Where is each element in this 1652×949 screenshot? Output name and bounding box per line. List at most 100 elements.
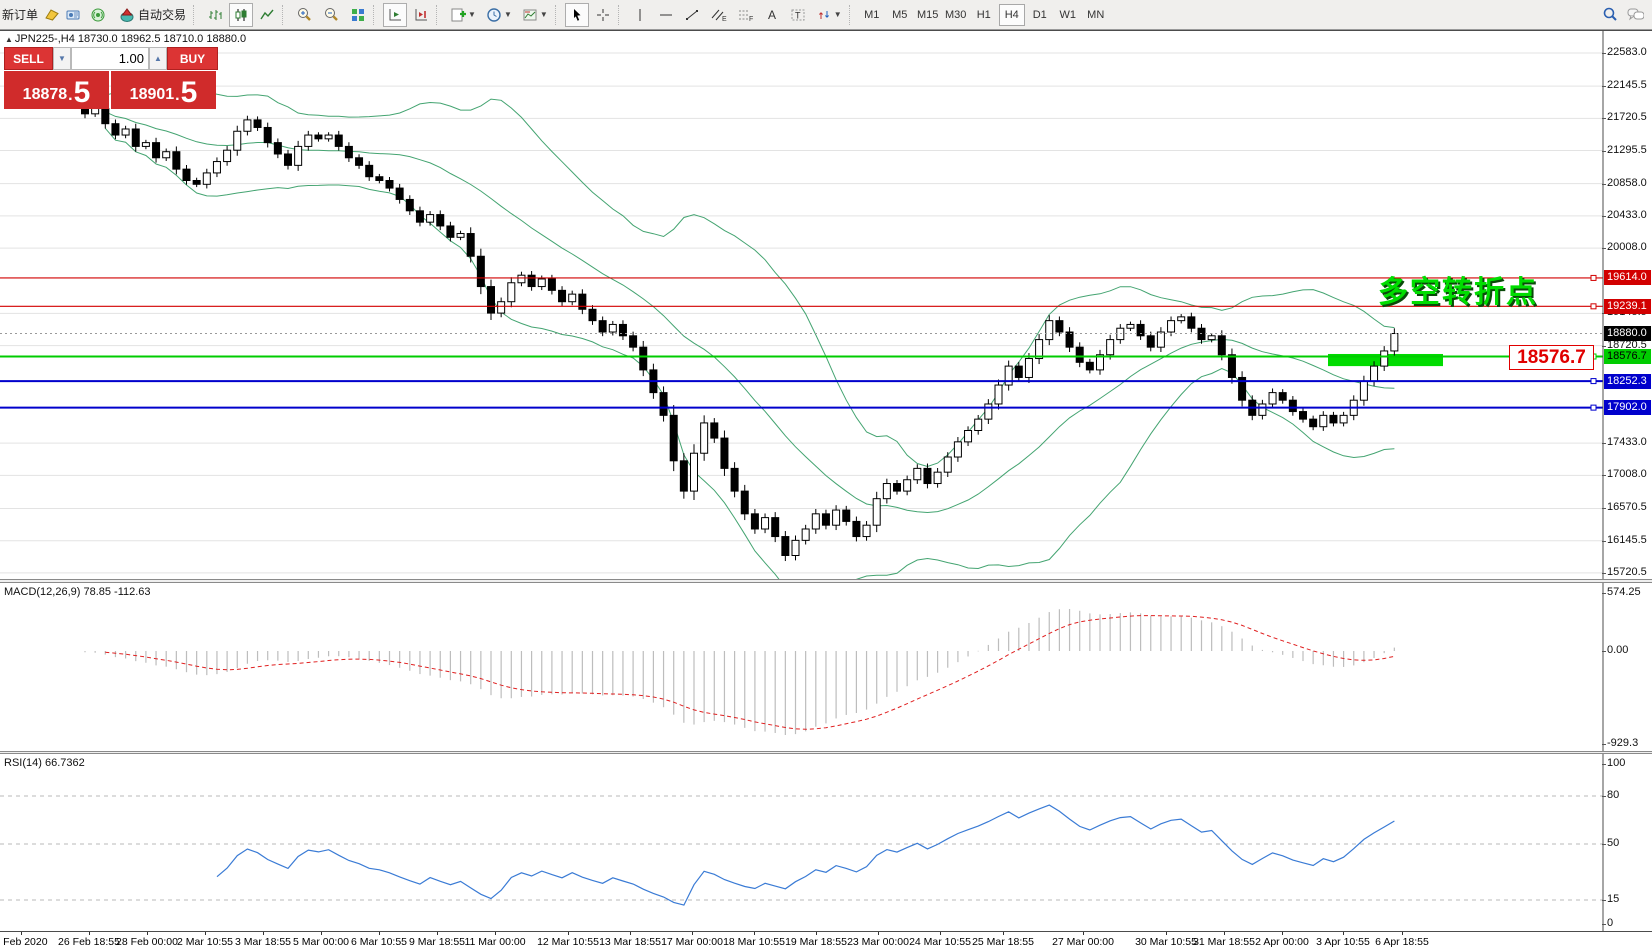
bear-candle [1146, 335, 1155, 348]
macd-histogram-bar [825, 651, 827, 724]
line-handle[interactable] [1590, 303, 1597, 310]
tile-windows-button[interactable] [346, 3, 370, 27]
pane-splitter[interactable] [0, 579, 1652, 583]
macd-histogram-bar [693, 651, 695, 725]
bull-candle [1106, 339, 1115, 356]
macd-histogram-bar [1241, 638, 1243, 651]
sell-price-display[interactable]: 18878. 5 [4, 71, 109, 109]
macd-histogram-bar [602, 651, 604, 696]
candlestick-chart-button[interactable] [229, 2, 254, 27]
bear-candle [1187, 316, 1196, 329]
text-label-button[interactable]: T [786, 3, 810, 27]
indicators-button[interactable]: ▼ [446, 3, 480, 27]
crosshair-button[interactable] [591, 3, 615, 27]
macd-histogram-bar [510, 651, 512, 699]
macd-histogram-bar [1018, 627, 1020, 651]
new-order-button[interactable]: 新订单 [0, 3, 42, 27]
time-axis-label: 11 Mar 00:00 [464, 936, 526, 948]
line-handle[interactable] [1590, 274, 1597, 281]
text-button[interactable]: A [760, 3, 784, 27]
macd-histogram-bar [1312, 651, 1314, 665]
price-axis-level-label-19239.1: 19239.1 [1604, 298, 1651, 314]
toolbar-separator [193, 4, 200, 25]
bear-candle [750, 513, 759, 530]
auto-scroll-button[interactable] [383, 2, 408, 27]
time-axis-label: 9 Mar 18:55 [408, 936, 466, 948]
bull-candle [121, 128, 130, 136]
timeframe-button-w1[interactable]: W1 [1059, 8, 1076, 21]
macd-axis-tick: 574.25 [1602, 586, 1641, 599]
macd-histogram-bar [500, 651, 502, 699]
macd-histogram-bar [1079, 610, 1081, 651]
volume-input[interactable] [71, 47, 149, 70]
chart-shift-icon [415, 8, 428, 20]
rsi-pane[interactable]: RSI(14) 66.7362 100 80 50 15 0 [0, 754, 1652, 931]
buy-price-display[interactable]: 18901. 5 [111, 71, 216, 109]
line-handle[interactable] [1590, 404, 1597, 411]
bull-candle [294, 145, 303, 166]
price-axis-level-label-19614.0: 19614.0 [1604, 270, 1651, 286]
vertical-line-button[interactable] [628, 3, 652, 27]
timeframe-button-h4[interactable]: H4 [998, 3, 1025, 26]
text-icon: A [768, 8, 776, 22]
bar-chart-button[interactable] [203, 3, 227, 27]
bear-candle [720, 437, 729, 469]
macd-axis-tick: 0.00 [1601, 644, 1629, 656]
bear-candle [639, 346, 648, 371]
cursor-button[interactable] [564, 2, 589, 27]
arrows-button[interactable]: ▼ [812, 3, 846, 27]
buy-button[interactable]: BUY [167, 47, 218, 70]
timeframe-button-m30[interactable]: M30 [945, 8, 967, 21]
notifications-icon[interactable] [89, 6, 106, 23]
pane-splitter[interactable] [0, 751, 1652, 754]
bull-bear-turning-point-annotation[interactable]: 多空转折点 [1378, 276, 1538, 309]
search-icon[interactable] [1602, 6, 1619, 23]
bear-candle [273, 142, 282, 155]
bull-candle [953, 441, 962, 458]
timeframe-button-d1[interactable]: D1 [1032, 8, 1047, 21]
bull-candle [1390, 333, 1399, 352]
macd-pane[interactable]: MACD(12,26,9) 78.85 -112.63 574.25 0.00 -9… [0, 583, 1652, 751]
periods-button[interactable]: ▼ [482, 3, 516, 27]
equidistant-channel-button[interactable]: E [706, 3, 731, 27]
macd-histogram-bar [1200, 620, 1203, 651]
macd-histogram-bar [206, 651, 208, 676]
timeframe-button-h1[interactable]: H1 [976, 8, 991, 21]
chat-icon[interactable] [1627, 6, 1644, 23]
bull-candle [426, 214, 435, 223]
dropdown-arrow-icon: ▼ [539, 10, 548, 19]
trendline-button[interactable] [680, 3, 704, 27]
metaeditor-icon[interactable] [64, 6, 81, 23]
main-price-pane[interactable]: ▲ JPN225-,H4 18730.0 18962.5 18710.0 1888… [0, 31, 1652, 579]
price-tag-18576[interactable]: 18576.7 [1509, 345, 1594, 370]
volume-increment-button[interactable]: ▲ [149, 47, 167, 70]
bear-candle [852, 520, 861, 538]
macd-histogram-bar [1180, 616, 1182, 651]
timeframe-button-mn[interactable]: MN [1087, 8, 1105, 21]
autotrading-button[interactable]: 自动交易 [114, 3, 190, 27]
zoom-in-button[interactable] [292, 3, 317, 27]
indicators-icon [451, 8, 467, 21]
templates-button[interactable]: ▼ [518, 3, 552, 27]
horizontal-line-button[interactable] [654, 3, 678, 27]
price-axis-level-label-18880.0: 18880.0 [1604, 326, 1651, 342]
macd-histogram-bar [317, 651, 320, 658]
timeframe-button-m5[interactable]: M5 [892, 8, 908, 21]
macd-histogram-bar [906, 651, 908, 687]
line-chart-button[interactable] [255, 3, 279, 27]
line-handle[interactable] [1590, 378, 1597, 385]
bull-candle [243, 119, 252, 132]
timeframe-button-m15[interactable]: M15 [917, 8, 939, 21]
bull-candle [1156, 331, 1165, 348]
fibonacci-button[interactable]: F [733, 3, 758, 27]
volume-decrement-button[interactable]: ▼ [53, 47, 71, 70]
time-axis-label: 19 Mar 18:55 [785, 936, 847, 948]
chart-shift-button[interactable] [409, 3, 433, 27]
profiles-icon[interactable] [43, 6, 60, 23]
timeframe-button-m1[interactable]: M1 [864, 8, 880, 21]
zoom-out-button[interactable] [319, 3, 344, 27]
time-axis-label: 2 Mar 10:55 [176, 936, 234, 948]
bear-candle [1014, 365, 1023, 378]
sell-button[interactable]: SELL [4, 47, 53, 70]
